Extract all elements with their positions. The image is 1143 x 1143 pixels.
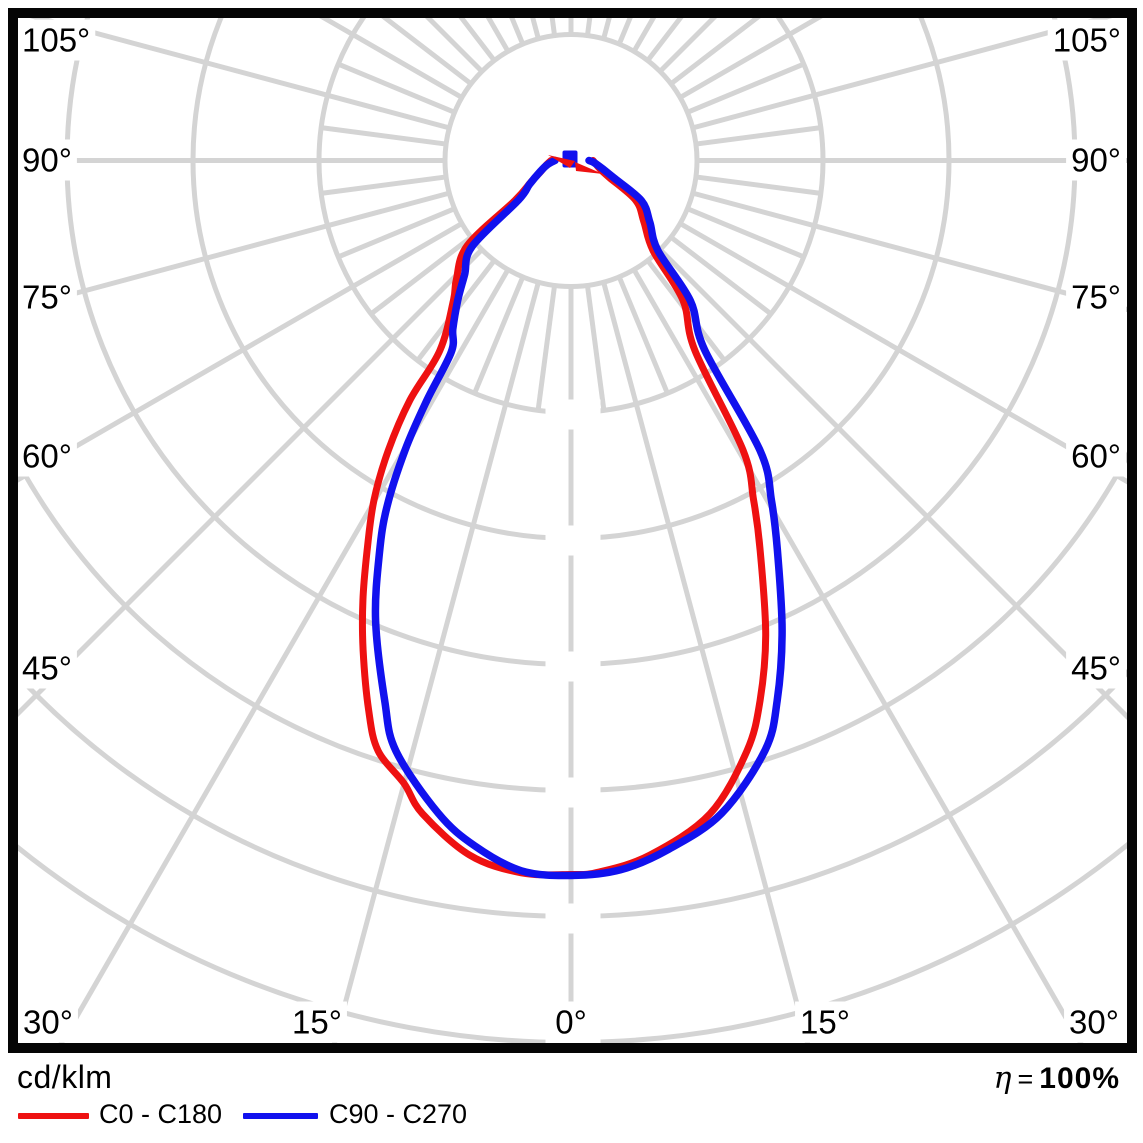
angle-label: 30° (18, 1001, 78, 1043)
svg-text:45°: 45° (1071, 650, 1121, 687)
legend-swatch-c90 (243, 1113, 318, 1119)
spoke-minor (320, 174, 447, 196)
ring-value-box (545, 525, 601, 556)
spoke-minor (584, 285, 607, 411)
red-spike-right (575, 162, 603, 174)
angle-label: 90° (17, 139, 77, 181)
svg-text:60°: 60° (1071, 438, 1121, 475)
spoke-major (692, 18, 1113, 131)
spoke-major (18, 190, 450, 312)
spoke-minor (369, 235, 473, 316)
angle-label: 60° (1066, 435, 1126, 477)
spoke-major (58, 268, 511, 1043)
angle-label: 15° (795, 1001, 855, 1043)
spoke-minor (535, 285, 558, 411)
spoke-minor (669, 235, 773, 316)
curve-c90-c270 (371, 156, 786, 880)
spoke-minor (458, 18, 497, 63)
svg-text:45°: 45° (22, 650, 72, 687)
angle-label: 45° (17, 647, 77, 689)
spoke-major (331, 281, 541, 1043)
svg-text:105°: 105° (22, 22, 90, 59)
red-spike-left (548, 155, 575, 168)
spoke-minor (669, 18, 761, 86)
svg-text:75°: 75° (1071, 279, 1121, 316)
spoke-minor (686, 61, 805, 115)
angle-label: 90° (1066, 139, 1126, 181)
origin-markers (548, 150, 603, 174)
spoke-major (29, 18, 450, 131)
angle-labels: 105° 90° 75° 60° 45° 105° 90° 75° 60° 45° 30° 15° 0°… (17, 19, 1126, 1043)
eta-symbol: η (993, 1061, 1012, 1096)
angle-label: 105° (1047, 19, 1126, 61)
svg-text:105°: 105° (1053, 22, 1121, 59)
svg-text:15°: 15° (800, 1004, 850, 1041)
spoke-minor (645, 18, 684, 63)
ring-value-box (545, 903, 601, 934)
spoke-major (678, 221, 1127, 485)
legend-label-c0: C0 - C180 (99, 1099, 223, 1129)
intensity-curves (358, 156, 786, 880)
ring-value-box (545, 399, 601, 430)
spoke-minor (337, 206, 456, 260)
spoke-minor (616, 18, 633, 46)
svg-text:15°: 15° (292, 1004, 342, 1041)
spoke-major (18, 221, 464, 483)
ring-value-box (545, 777, 601, 808)
angle-label: 105° (17, 19, 96, 61)
spoke-minor (695, 174, 822, 196)
svg-text:30°: 30° (1069, 1004, 1119, 1041)
angle-label: 45° (1066, 647, 1126, 689)
unit-label: cd/klm (17, 1059, 113, 1095)
angle-label: 75° (1066, 276, 1126, 318)
svg-text:0°: 0° (555, 1004, 587, 1041)
eta-value: 100% (1039, 1062, 1120, 1095)
legend-label-c90: C90 - C270 (329, 1099, 468, 1129)
plot-border (8, 8, 1137, 1053)
legend-swatch-c0 (18, 1113, 89, 1119)
spoke-minor (472, 275, 526, 395)
angle-label: 60° (17, 435, 77, 477)
spoke-minor (616, 275, 670, 395)
efficiency-label: η = 100% (994, 1061, 1121, 1096)
spoke-minor (686, 206, 805, 260)
angle-label: 0° (550, 1001, 592, 1043)
svg-text:90°: 90° (1071, 142, 1121, 179)
svg-text:75°: 75° (22, 279, 72, 316)
spoke-minor (337, 61, 456, 115)
spoke-major (18, 247, 484, 718)
ring-value-box (545, 651, 601, 682)
curve-c0-c180 (358, 157, 770, 879)
spoke-minor (509, 18, 526, 46)
spoke-minor (381, 18, 473, 86)
svg-text:90°: 90° (22, 142, 72, 179)
svg-text:30°: 30° (23, 1004, 73, 1041)
svg-text:60°: 60° (22, 438, 72, 475)
angle-label: 75° (17, 276, 77, 318)
spoke-major (658, 247, 1127, 721)
angle-label: 15° (287, 1001, 347, 1043)
spoke-major (601, 281, 811, 1043)
spoke-major (692, 190, 1127, 313)
angle-label: 30° (1064, 1001, 1124, 1043)
spoke-minor (695, 125, 822, 147)
spoke-minor (320, 125, 447, 147)
eta-equals: = (1017, 1064, 1034, 1094)
